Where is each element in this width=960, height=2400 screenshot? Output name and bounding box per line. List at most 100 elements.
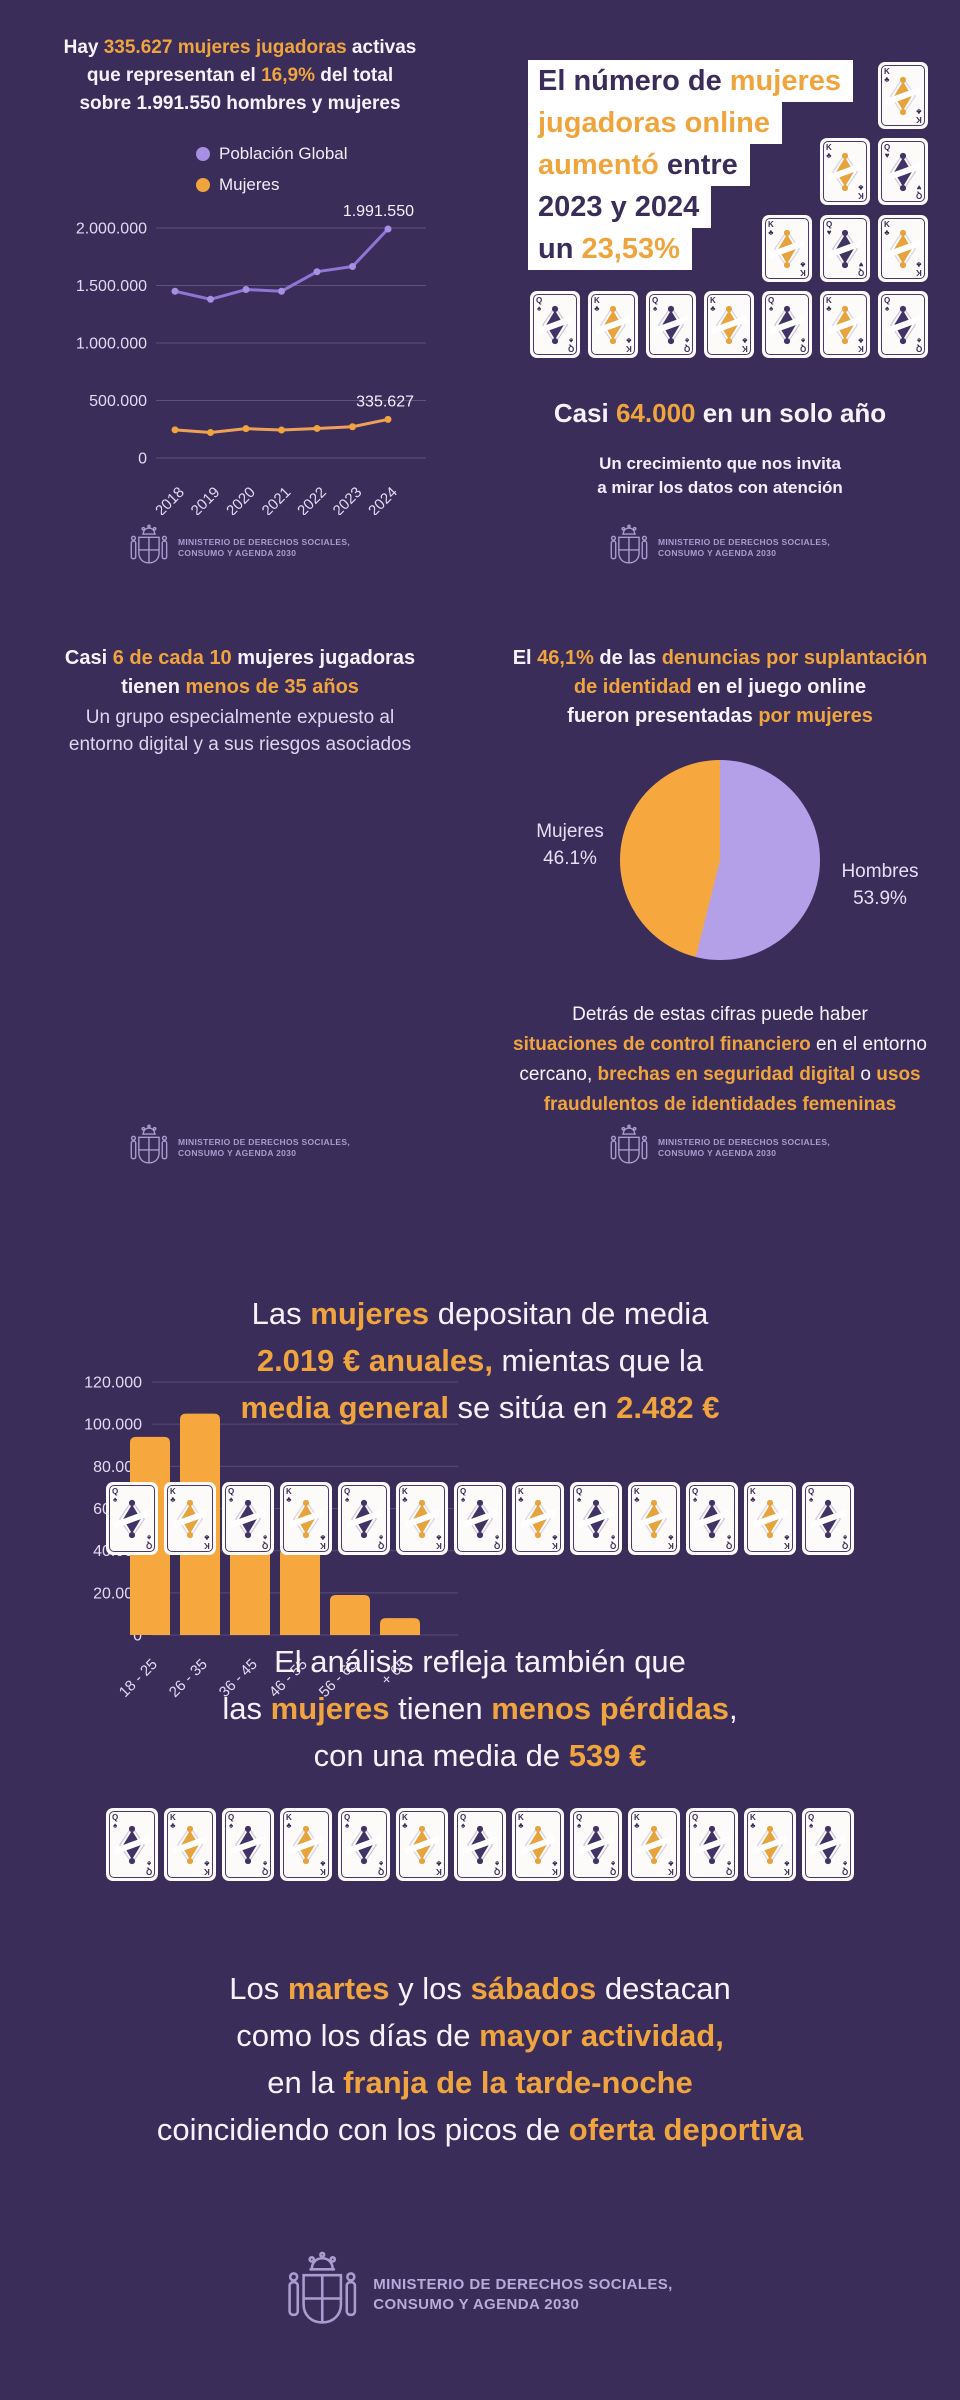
ministry-name-line: CONSUMO Y AGENDA 2030 [657, 1148, 777, 1158]
legend-label: Población Global [219, 144, 348, 163]
note-line: situaciones de control financiero en el … [513, 1034, 927, 1055]
playing-card-queen: Q ♠ Q ♠ [222, 1482, 274, 1555]
headline-step-line: jugadoras online [528, 102, 783, 144]
ministry-name-line: MINISTERIO DE DERECHOS SOCIALES, [177, 536, 351, 547]
card-corner-index: K ♣ [634, 1813, 640, 1830]
svg-text:2023: 2023 [330, 484, 366, 515]
playing-card-king: K ♣ K ♣ [512, 1808, 564, 1881]
card-corner-index: Q ♠ [112, 1813, 119, 1830]
pie-label-value: 46.1% [543, 848, 597, 869]
pie-label-hombres: Hombres 53.9% [820, 858, 940, 912]
svg-text:20.000: 20.000 [93, 1585, 142, 1602]
ministry-logo-text: MINISTERIO DE DERECHOS SOCIALES, CONSUMO… [658, 537, 830, 560]
playing-card-king: K ♣ K ♣ [704, 291, 754, 358]
card-corner-index: Q ♠ [768, 296, 775, 313]
ministry-logo-text: MINISTERIO DE DERECHOS SOCIALES, CONSUMO… [658, 1137, 830, 1160]
playing-card-king: K ♣ K ♣ [878, 62, 928, 129]
deposits-statement: Las mujeres depositan de media 2.019 € a… [0, 1290, 960, 1431]
panel-active-players: Hay 335.627 mujeres jugadoras activas qu… [0, 0, 480, 600]
statement-line: 2.019 € anuales, mientas que la [256, 1343, 704, 1378]
panel-age-title: Casi 6 de cada 10 mujeres jugadoras tien… [0, 644, 480, 702]
ministry-name-line: MINISTERIO DE DERECHOS SOCIALES, [373, 2276, 673, 2293]
svg-text:1.991.550: 1.991.550 [343, 203, 414, 220]
card-corner-index: K ♣ [286, 1813, 292, 1830]
svg-text:2020: 2020 [223, 484, 259, 515]
card-corner-index: Q ♠ [536, 296, 543, 313]
playing-card-king: K ♣ K ♣ [280, 1482, 332, 1555]
playing-card-queen: Q ♠ Q ♠ [802, 1482, 854, 1555]
panel-deposits-and-activity: Las mujeres depositan de media 2.019 € a… [0, 1220, 960, 2400]
card-pyramid-row: K ♣ K ♣ Q ♥ Q ♥ [820, 138, 928, 205]
card-corner-index: Q ♠ [576, 1487, 583, 1504]
playing-card-queen: Q ♠ Q ♠ [802, 1808, 854, 1881]
headline-line: Casi 6 de cada 10 mujeres jugadoras [64, 647, 416, 669]
svg-text:100.000: 100.000 [84, 1417, 142, 1434]
playing-card-king: K ♣ K ♣ [628, 1482, 680, 1555]
card-corner-index: K ♣ [518, 1813, 524, 1830]
playing-card-king: K ♣ K ♣ [280, 1808, 332, 1881]
playing-card-king: K ♣ K ♣ [588, 291, 638, 358]
ministry-name-line: MINISTERIO DE DERECHOS SOCIALES, [177, 1136, 351, 1147]
spain-coat-of-arms-icon [610, 524, 648, 572]
playing-card-queen: Q ♠ Q ♠ [222, 1808, 274, 1881]
note-line: fraudulentos de identidades femeninas [543, 1094, 897, 1115]
svg-text:500.000: 500.000 [89, 393, 147, 410]
playing-card-king: K ♣ K ♣ [512, 1482, 564, 1555]
statement-line: como los días de mayor actividad, [236, 2018, 724, 2053]
card-row-deposits: Q ♠ Q ♠ K ♣ K ♣ Q ♠ Q ♠ K ♣ K ♣ Q ♠ Q ♠ K ♣ K ♣ Q ♠ Q ♠ K ♣ K ♣ Q ♠ Q ♠ K ♣ K ♣… [0, 1482, 960, 1555]
playing-card-queen: Q ♠ Q ♠ [338, 1482, 390, 1555]
playing-card-queen: Q ♠ Q ♠ [762, 291, 812, 358]
playing-card-queen: Q ♠ Q ♠ [454, 1482, 506, 1555]
panel-growth: El número de mujeres jugadoras online au… [480, 0, 960, 600]
headline-line: fueron presentadas por mujeres [567, 705, 873, 727]
ministry-logo-text: MINISTERIO DE DERECHOS SOCIALES, CONSUMO… [178, 537, 350, 560]
svg-text:1.000.000: 1.000.000 [76, 336, 147, 353]
card-corner-index: Q ♠ [692, 1487, 699, 1504]
panel-identity-title: El 46,1% de las denuncias por suplantaci… [480, 644, 960, 731]
panel-age-subtitle: Un grupo especialmente expuesto al entor… [0, 704, 480, 758]
statement-line: El análisis refleja también que [274, 1644, 686, 1679]
card-corner-index: Q ♥ [884, 143, 891, 160]
activity-days-statement: Los martes y los sábados destacan como l… [0, 1965, 960, 2153]
ministry-logo: MINISTERIO DE DERECHOS SOCIALES, CONSUMO… [130, 1124, 350, 1172]
playing-card-queen: Q ♠ Q ♠ [570, 1808, 622, 1881]
playing-card-king: K ♣ K ♣ [762, 215, 812, 282]
spain-coat-of-arms-icon [130, 1124, 168, 1172]
card-corner-index: K ♣ [826, 143, 832, 160]
card-corner-index: Q ♠ [112, 1487, 119, 1504]
card-corner-index: Q ♠ [344, 1813, 351, 1830]
playing-card-queen: Q ♥ Q ♥ [878, 138, 928, 205]
ministry-name-line: CONSUMO Y AGENDA 2030 [657, 548, 777, 558]
statement-line: coincidiendo con los picos de oferta dep… [156, 2112, 804, 2147]
svg-text:2024: 2024 [365, 484, 401, 515]
card-corner-index: Q ♠ [228, 1813, 235, 1830]
playing-card-queen: Q ♠ Q ♠ [646, 291, 696, 358]
card-corner-index: K ♣ [750, 1487, 756, 1504]
spain-coat-of-arms-icon [610, 1124, 648, 1172]
card-pyramid-row: Q ♠ Q ♠ K ♣ K ♣ Q ♠ Q ♠ K ♣ K ♣ Q ♠ Q ♠ K ♣ K ♣ Q ♠ Q ♠ [530, 291, 928, 358]
growth-subtext-line: a mirar los datos con atención [597, 478, 843, 497]
svg-text:0: 0 [133, 1628, 142, 1645]
ministry-name-line: CONSUMO Y AGENDA 2030 [373, 2296, 580, 2313]
statement-line: las mujeres tienen menos pérdidas, [222, 1691, 738, 1726]
svg-text:80.000: 80.000 [93, 1459, 142, 1476]
playing-card-queen: Q ♠ Q ♠ [570, 1482, 622, 1555]
svg-text:2.000.000: 2.000.000 [76, 221, 147, 238]
card-corner-index: Q ♠ [228, 1487, 235, 1504]
legend-item-poblacion-global: Población Global [196, 144, 348, 164]
headline-step-line: aumentó entre [528, 144, 750, 186]
svg-text:2021: 2021 [259, 484, 295, 515]
note-line: Detrás de estas cifras puede haber [572, 1004, 868, 1025]
ministry-logo-text: MINISTERIO DE DERECHOS SOCIALES, CONSUMO… [178, 1137, 350, 1160]
growth-subtext-line: Un crecimiento que nos invita [599, 454, 841, 473]
card-corner-index: Q ♠ [576, 1813, 583, 1830]
card-corner-index: K ♣ [518, 1487, 524, 1504]
card-corner-index: K ♣ [826, 296, 832, 313]
card-corner-index: K ♣ [286, 1487, 292, 1504]
pie-label-name: Hombres [841, 861, 919, 882]
identity-note: Detrás de estas cifras puede haber situa… [480, 1000, 960, 1120]
playing-card-queen: Q ♠ Q ♠ [530, 291, 580, 358]
playing-card-queen: Q ♠ Q ♠ [686, 1808, 738, 1881]
